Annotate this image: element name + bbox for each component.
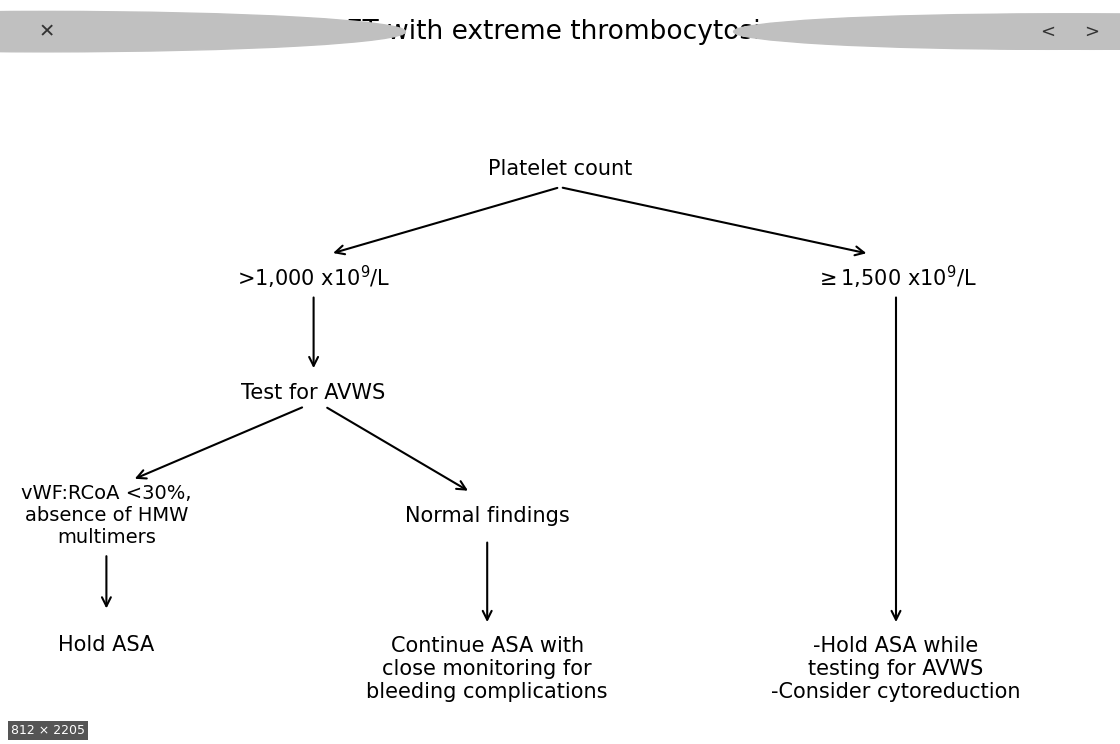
Circle shape (734, 14, 1120, 49)
Text: vWF:RCoA <30%,
absence of HMW
multimers: vWF:RCoA <30%, absence of HMW multimers (21, 484, 192, 548)
Text: >: > (1084, 22, 1100, 41)
Text: Continue ASA with
close monitoring for
bleeding complications: Continue ASA with close monitoring for b… (366, 636, 608, 702)
Circle shape (778, 14, 1120, 49)
Text: Normal findings: Normal findings (404, 506, 570, 526)
Text: 812 × 2205: 812 × 2205 (11, 724, 85, 737)
Circle shape (0, 11, 405, 52)
Text: <: < (1039, 22, 1055, 41)
Text: Hold ASA: Hold ASA (58, 635, 155, 655)
Text: $\geq$1,500 x10$^9$/L: $\geq$1,500 x10$^9$/L (815, 264, 977, 292)
Text: ET with extreme thrombocytosis: ET with extreme thrombocytosis (346, 19, 774, 45)
Text: ✕: ✕ (39, 22, 55, 41)
Text: >1,000 x10$^9$/L: >1,000 x10$^9$/L (236, 264, 391, 292)
Text: Platelet count: Platelet count (488, 158, 632, 179)
Text: -Hold ASA while
testing for AVWS
-Consider cytoreduction: -Hold ASA while testing for AVWS -Consid… (772, 636, 1020, 702)
Text: Test for AVWS: Test for AVWS (242, 383, 385, 403)
